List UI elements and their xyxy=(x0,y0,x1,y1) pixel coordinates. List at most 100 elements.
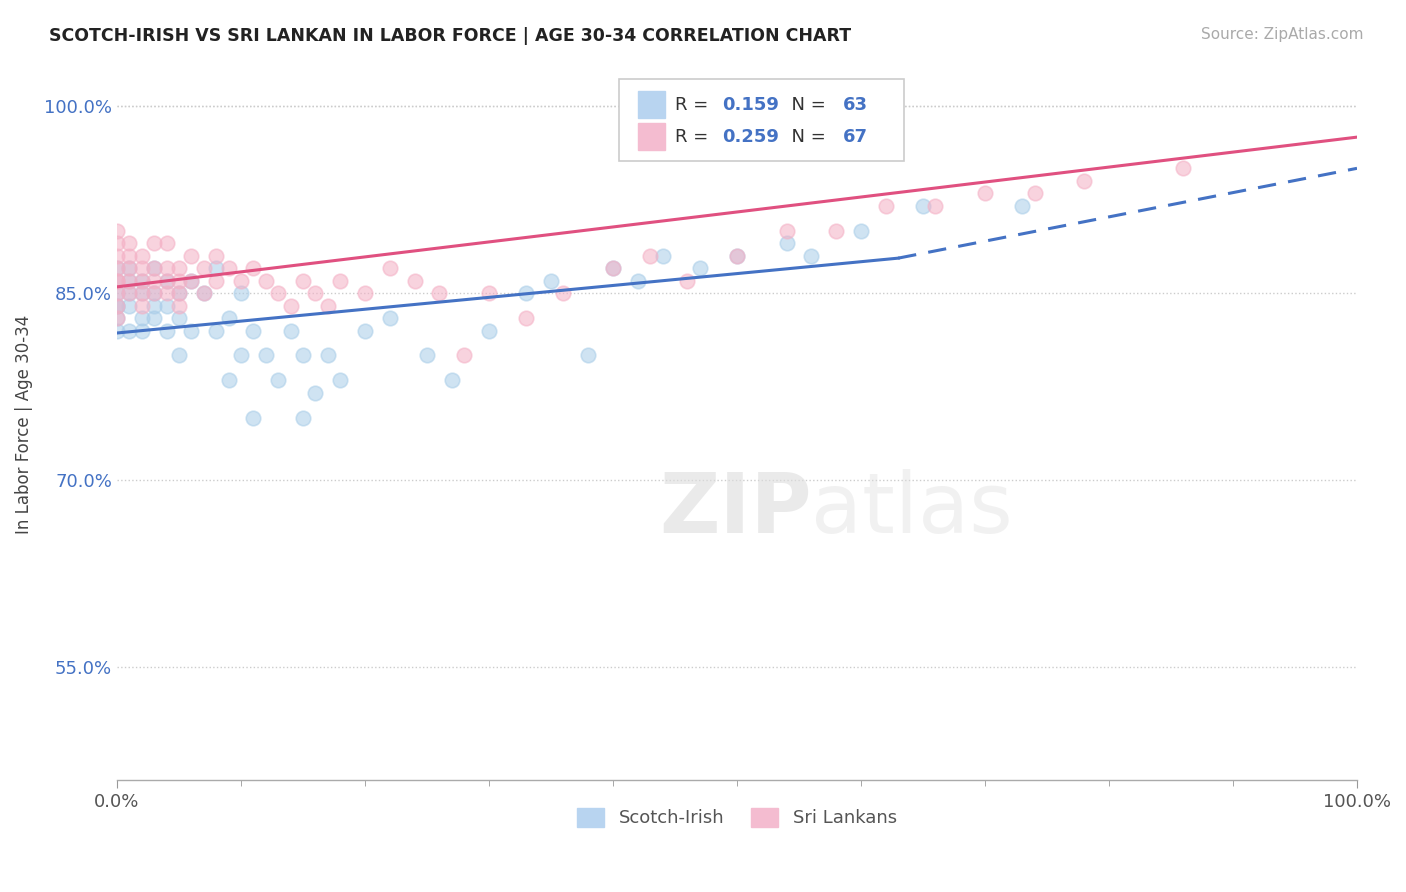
Point xyxy=(131,249,153,263)
Point xyxy=(143,261,166,276)
Point xyxy=(105,311,128,326)
Point xyxy=(354,286,377,301)
Point xyxy=(304,385,326,400)
Point xyxy=(553,286,575,301)
Point xyxy=(540,274,562,288)
Point xyxy=(316,299,339,313)
Point xyxy=(143,286,166,301)
Point xyxy=(167,261,190,276)
Point xyxy=(1011,199,1033,213)
FancyBboxPatch shape xyxy=(638,123,665,150)
Text: atlas: atlas xyxy=(811,469,1014,549)
Point xyxy=(304,286,326,301)
Point xyxy=(242,261,264,276)
Point xyxy=(105,236,128,251)
Point xyxy=(378,311,401,326)
Point xyxy=(118,236,141,251)
Point xyxy=(329,274,352,288)
Point xyxy=(155,274,177,288)
Point xyxy=(280,324,302,338)
Point xyxy=(478,286,501,301)
Point xyxy=(267,286,290,301)
Point xyxy=(143,236,166,251)
Point xyxy=(725,249,748,263)
Point xyxy=(478,324,501,338)
Point xyxy=(354,324,377,338)
Point xyxy=(242,410,264,425)
Point xyxy=(218,373,240,387)
Point xyxy=(105,286,128,301)
Point xyxy=(825,224,848,238)
Point xyxy=(602,261,624,276)
Point xyxy=(118,261,141,276)
Point xyxy=(118,274,141,288)
Point xyxy=(218,261,240,276)
Point xyxy=(254,274,277,288)
Point xyxy=(131,274,153,288)
Point xyxy=(280,299,302,313)
Point xyxy=(638,249,661,263)
Point xyxy=(229,348,252,362)
Point xyxy=(515,311,537,326)
Point xyxy=(105,249,128,263)
Point xyxy=(105,324,128,338)
Point xyxy=(218,311,240,326)
Text: R =: R = xyxy=(675,128,714,145)
Point xyxy=(205,249,228,263)
Point xyxy=(105,311,128,326)
Point xyxy=(429,286,451,301)
Point xyxy=(118,299,141,313)
Point xyxy=(143,299,166,313)
Point xyxy=(180,274,202,288)
Point xyxy=(105,286,128,301)
Point xyxy=(193,286,215,301)
FancyBboxPatch shape xyxy=(638,91,665,119)
Text: Source: ZipAtlas.com: Source: ZipAtlas.com xyxy=(1201,27,1364,42)
Point xyxy=(105,261,128,276)
Point xyxy=(242,324,264,338)
Point xyxy=(155,324,177,338)
Point xyxy=(974,186,997,201)
Point xyxy=(267,373,290,387)
Point xyxy=(602,261,624,276)
Point xyxy=(205,274,228,288)
Point xyxy=(118,249,141,263)
Point xyxy=(229,274,252,288)
Point xyxy=(775,224,797,238)
Point xyxy=(155,286,177,301)
Point xyxy=(167,274,190,288)
Point xyxy=(105,299,128,313)
Point xyxy=(155,299,177,313)
Point xyxy=(193,261,215,276)
Point xyxy=(167,299,190,313)
Text: 67: 67 xyxy=(842,128,868,145)
Point xyxy=(875,199,897,213)
Point xyxy=(167,311,190,326)
Point xyxy=(180,274,202,288)
Point xyxy=(131,286,153,301)
Point xyxy=(291,274,314,288)
Point xyxy=(725,249,748,263)
Point xyxy=(849,224,872,238)
Point xyxy=(416,348,439,362)
Point xyxy=(105,261,128,276)
Point xyxy=(911,199,934,213)
Text: 0.159: 0.159 xyxy=(723,95,779,114)
Point xyxy=(254,348,277,362)
Point xyxy=(576,348,599,362)
Text: R =: R = xyxy=(675,95,714,114)
Point xyxy=(131,261,153,276)
Point xyxy=(651,249,673,263)
Point xyxy=(118,286,141,301)
Point xyxy=(689,261,711,276)
Point xyxy=(155,236,177,251)
Point xyxy=(676,274,699,288)
Point xyxy=(627,274,650,288)
Point xyxy=(404,274,426,288)
Point xyxy=(118,324,141,338)
Point xyxy=(131,274,153,288)
Point xyxy=(105,224,128,238)
Point xyxy=(1173,161,1195,176)
Point xyxy=(180,324,202,338)
Point xyxy=(440,373,463,387)
